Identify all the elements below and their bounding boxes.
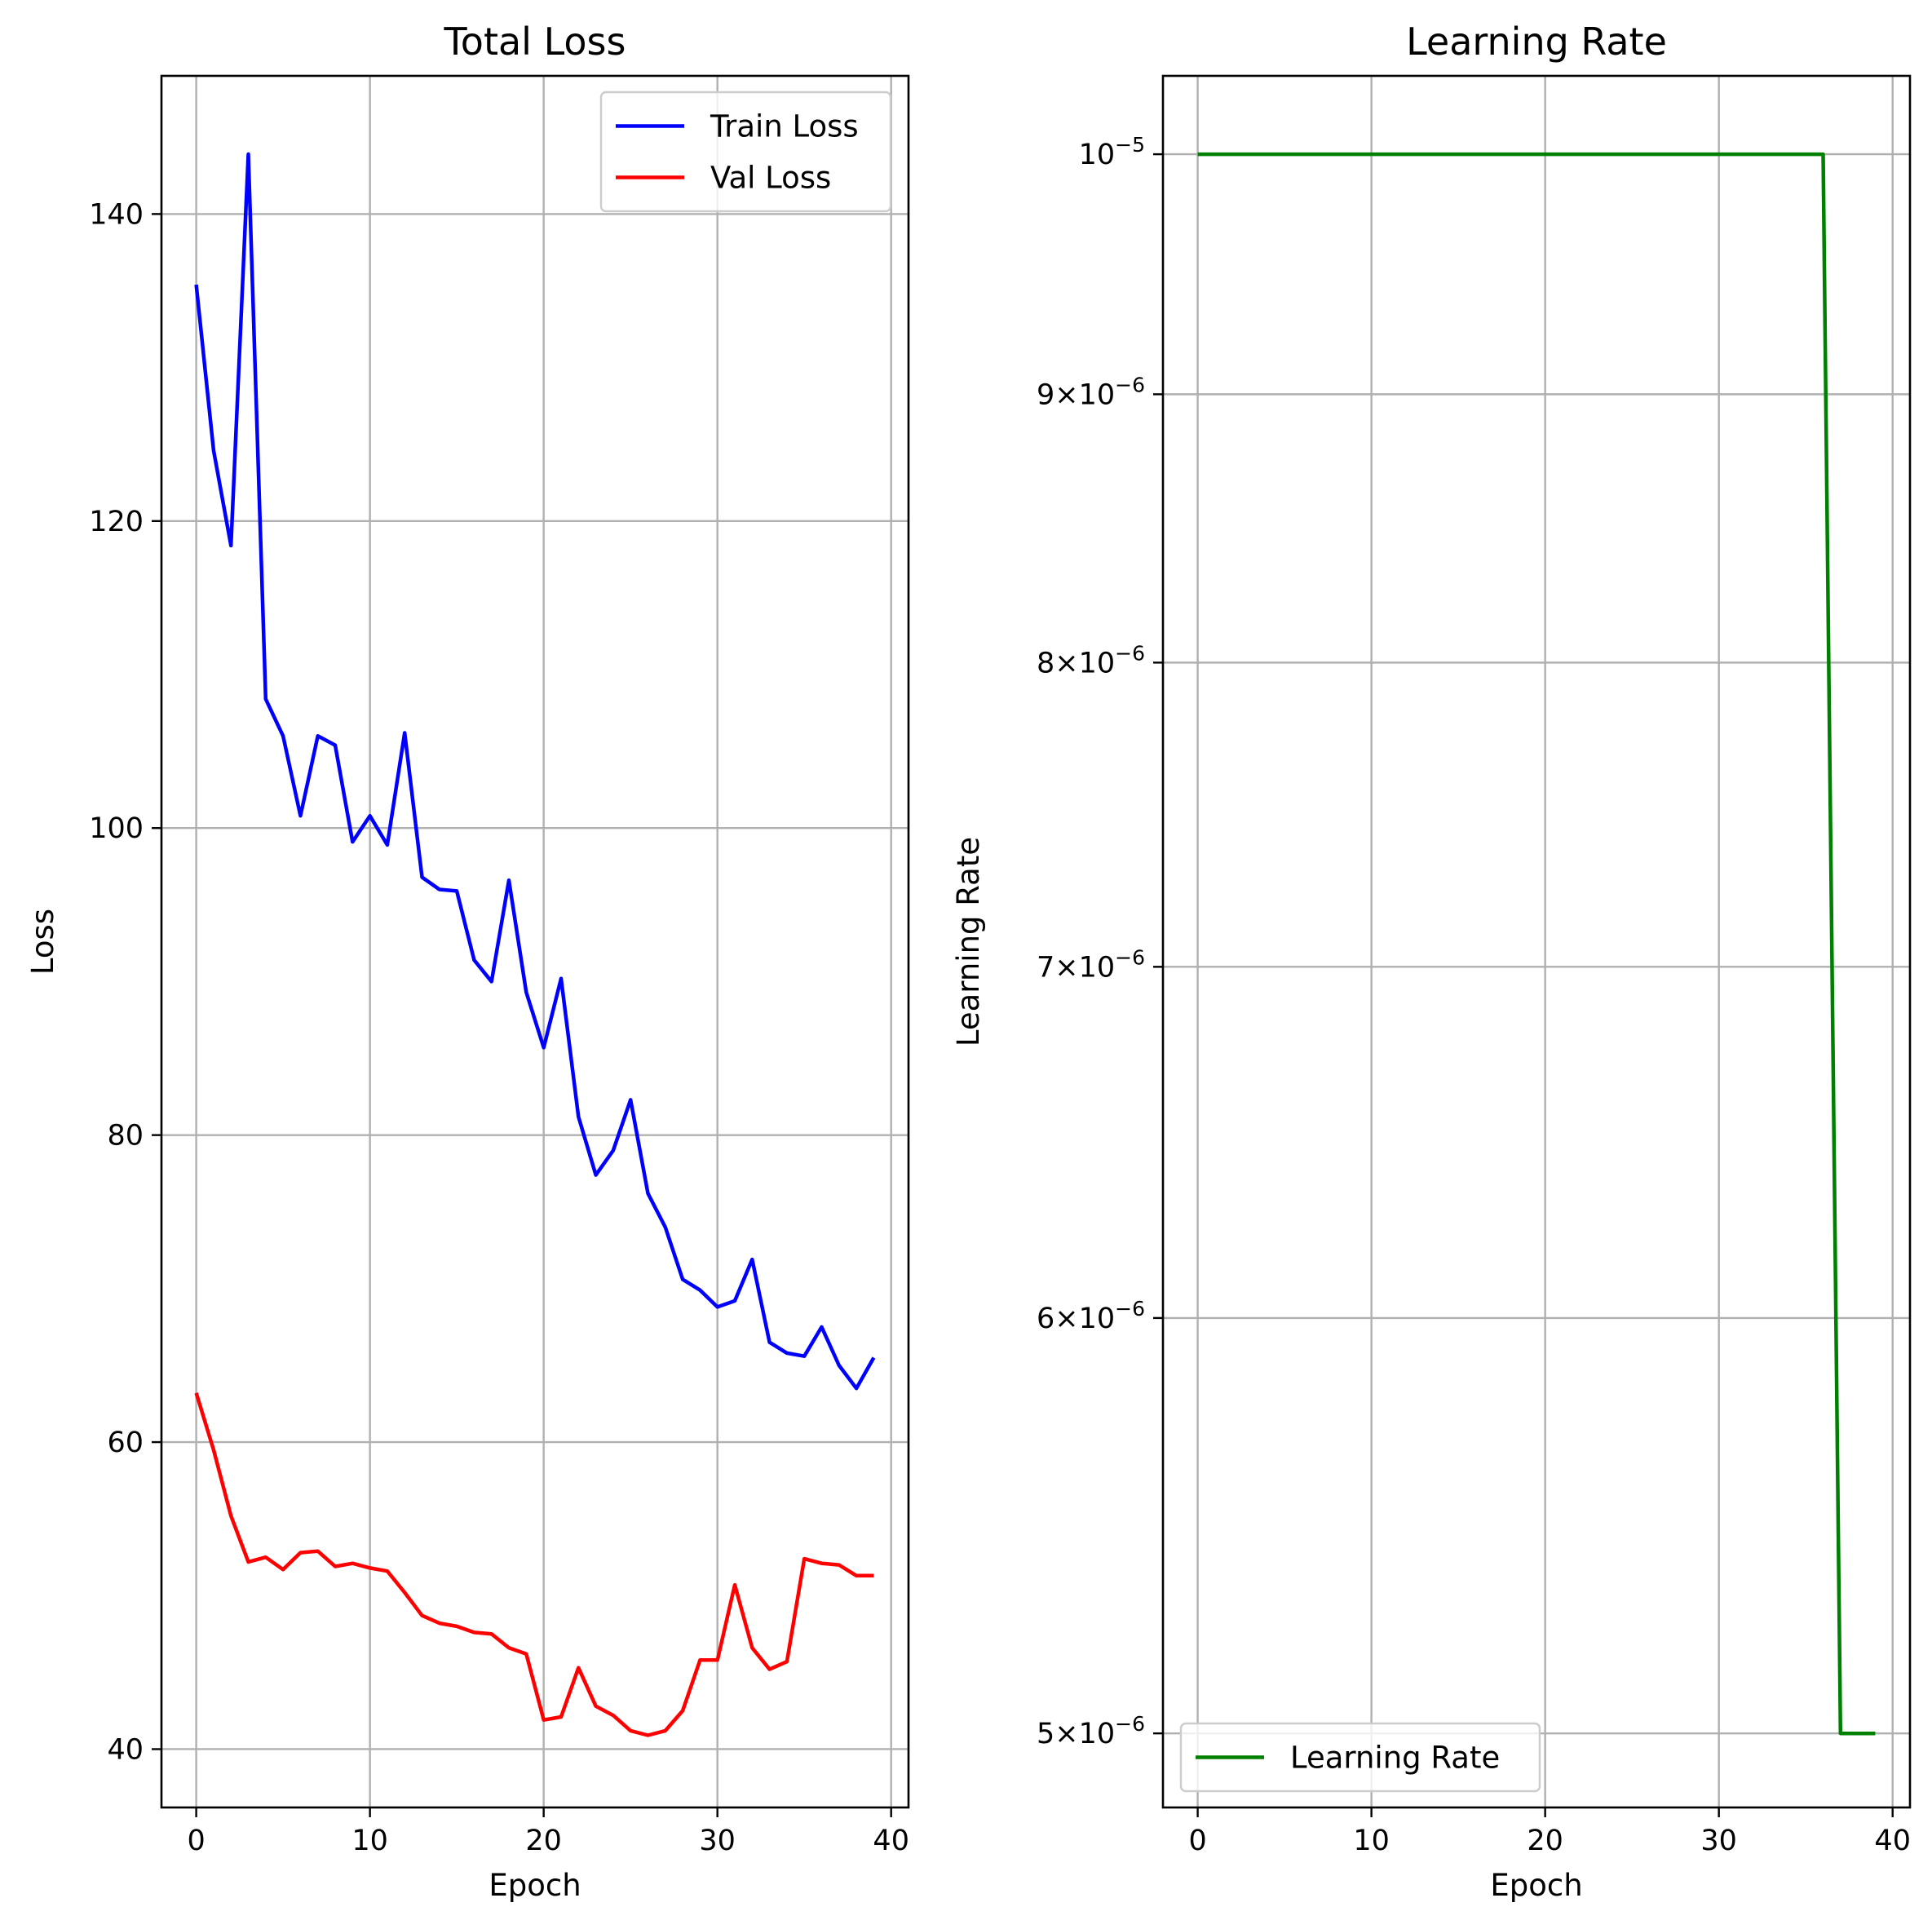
loss-y-tick-label: 100 [89, 812, 144, 845]
lr-x-axis-label: Epoch [1490, 1868, 1582, 1903]
loss-legend: Train Loss Val Loss [599, 91, 892, 213]
loss-legend-label: Val Loss [710, 161, 831, 196]
loss-x-tick-label: 40 [873, 1825, 909, 1857]
loss-x-tick-label: 20 [525, 1825, 562, 1857]
loss-plot-frame [160, 74, 910, 1809]
loss-x-tick-label: 0 [187, 1825, 205, 1857]
lr-y-tick-label: 10−5 [1079, 133, 1145, 171]
lr-x-tick-label: 0 [1188, 1825, 1206, 1857]
total-loss-chart: 0 10 20 30 40 40 60 80 100 120 140 Total Loss Epoch L… [25, 20, 910, 1903]
loss-x-axis-label: Epoch [489, 1868, 581, 1903]
lr-y-tick-label: 6×10−6 [1037, 1297, 1145, 1335]
loss-x-tick-label: 10 [351, 1825, 388, 1857]
lr-series-learning-rate [1197, 152, 1876, 1736]
lr-legend-label: Learning Rate [1290, 1741, 1500, 1776]
lr-y-tick-label: 5×10−6 [1037, 1712, 1145, 1750]
loss-series-train-loss [194, 152, 876, 1391]
lr-x-tick-label: 30 [1700, 1825, 1737, 1857]
loss-legend-label: Train Loss [710, 109, 859, 144]
lr-y-tick-label: 8×10−6 [1037, 641, 1145, 679]
lr-x-tick-label: 40 [1874, 1825, 1911, 1857]
loss-chart-title: Total Loss [444, 20, 626, 64]
lr-chart-title: Learning Rate [1406, 20, 1667, 64]
lr-x-tick-label: 10 [1353, 1825, 1390, 1857]
lr-y-tick-label: 7×10−6 [1037, 945, 1145, 984]
loss-y-tick-label: 80 [107, 1120, 144, 1153]
lr-legend-box [1179, 1722, 1541, 1793]
loss-y-tick-label: 60 [107, 1427, 144, 1459]
loss-y-tick-label: 40 [107, 1733, 144, 1766]
lr-legend: Learning Rate [1179, 1722, 1541, 1793]
lr-y-axis-label: Learning Rate [951, 837, 986, 1046]
lr-y-tick-label: 9×10−6 [1037, 373, 1145, 411]
lr-plot-frame [1161, 74, 1912, 1809]
loss-x-tick-label: 30 [699, 1825, 736, 1857]
loss-y-axis-label: Loss [25, 909, 60, 975]
lr-x-tick-label: 20 [1527, 1825, 1563, 1857]
loss-legend-box [599, 91, 892, 213]
loss-y-tick-label: 140 [89, 198, 144, 231]
loss-series-val-loss [194, 1392, 874, 1737]
learning-rate-chart: 0 10 20 30 40 5×10−6 6×10−6 7×10−6 8×10−6 9×10−6 1… [951, 20, 1912, 1903]
loss-y-tick-label: 120 [89, 506, 144, 538]
